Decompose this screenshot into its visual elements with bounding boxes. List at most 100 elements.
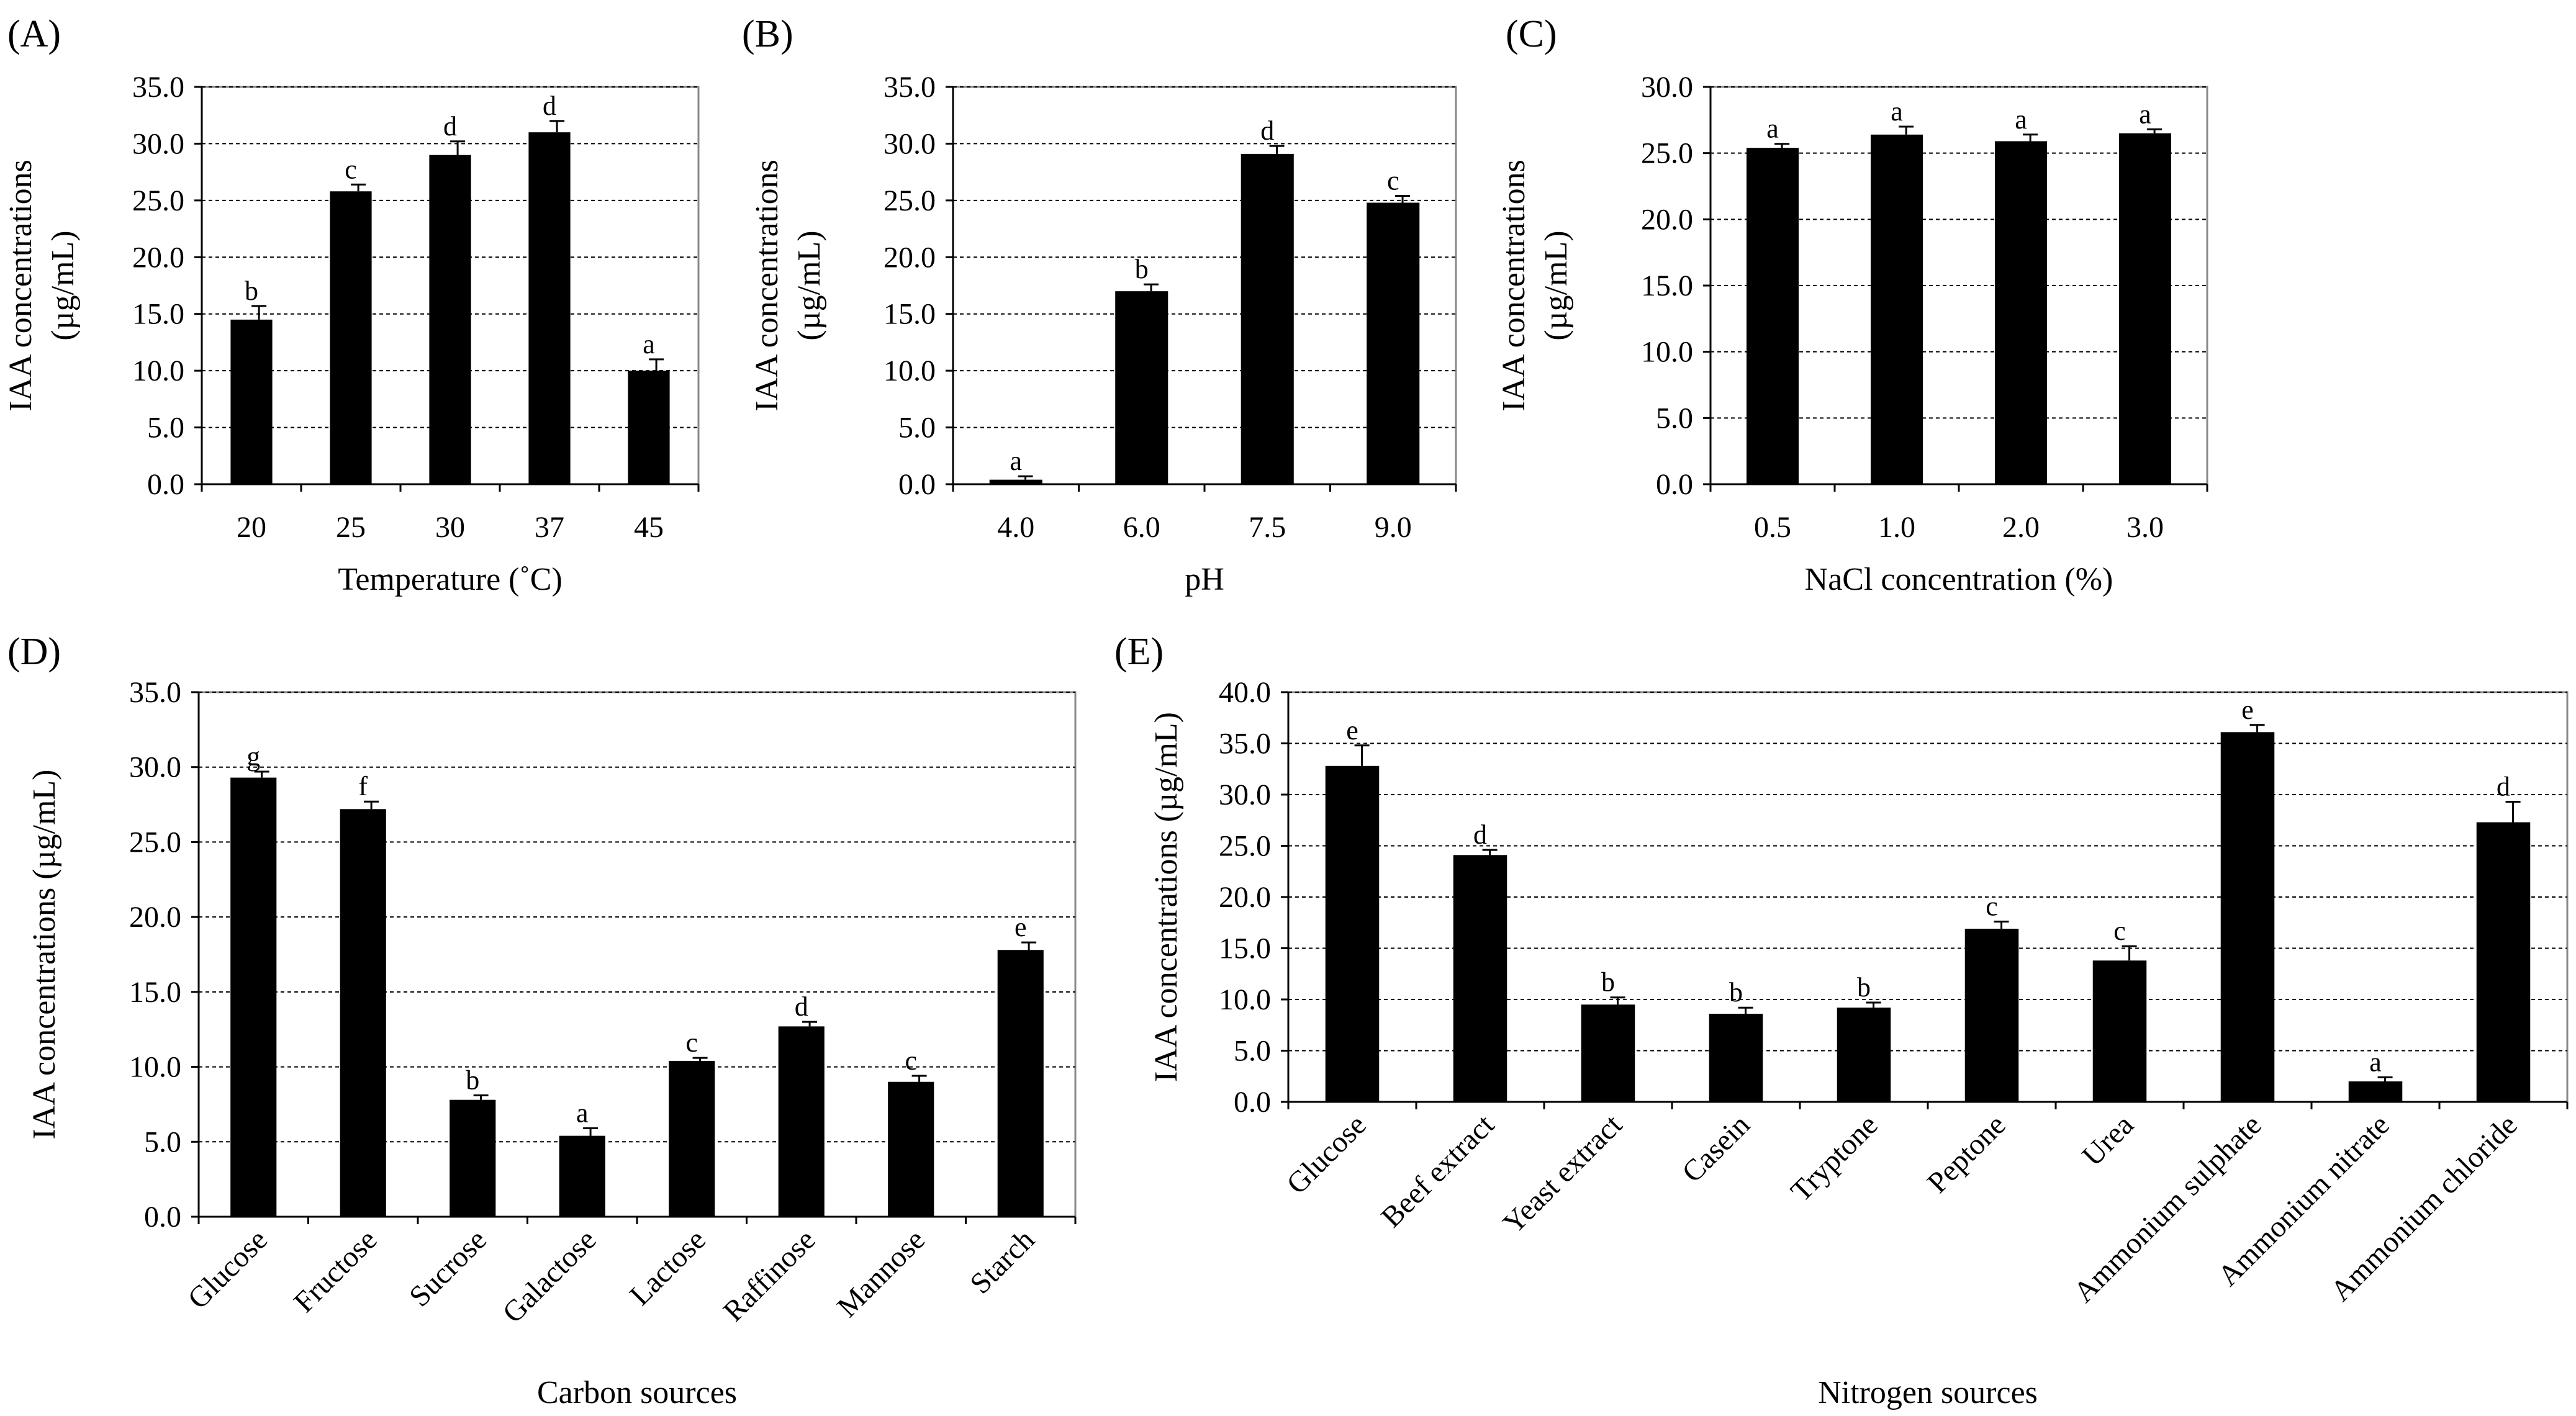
- y-tick-label: 10.0: [1219, 983, 1271, 1016]
- bar: [888, 1081, 934, 1217]
- bar: [1871, 134, 1923, 485]
- x-tick-label: Sucrose: [403, 1223, 493, 1313]
- bar: [528, 132, 571, 485]
- significance-letter: c: [2113, 916, 2126, 946]
- bar: [628, 371, 670, 484]
- x-tick-label: 4.0: [997, 511, 1034, 544]
- x-tick-label: 45: [634, 511, 664, 544]
- bar: [429, 155, 471, 484]
- bar: [1325, 765, 1380, 1102]
- y-axis-title: IAA concentrations (µg/mL): [27, 769, 62, 1139]
- x-tick-label: 20: [237, 511, 266, 544]
- bar: [997, 950, 1044, 1217]
- significance-letter: b: [466, 1065, 479, 1095]
- y-tick-label: 25.0: [129, 826, 181, 859]
- y-axis-title: IAA concentrations: [749, 160, 785, 412]
- y-tick-label: 30.0: [1219, 778, 1271, 811]
- significance-letter: e: [1346, 715, 1358, 746]
- panel-label: (C): [1506, 13, 1557, 55]
- y-axis-title: IAA concentrations: [1496, 160, 1532, 412]
- y-tick-label: 25.0: [132, 184, 184, 217]
- x-tick-label: Fructose: [287, 1223, 383, 1319]
- y-tick-label: 5.0: [898, 412, 936, 444]
- x-tick-label: 3.0: [2126, 511, 2164, 544]
- significance-letter: d: [1473, 819, 1487, 850]
- bar: [1241, 153, 1294, 484]
- y-tick-label: 30.0: [1641, 71, 1693, 104]
- y-tick-label: 30.0: [884, 127, 936, 160]
- bar: [1367, 202, 1420, 484]
- significance-letter: b: [1857, 972, 1871, 1003]
- significance-letter: c: [685, 1027, 698, 1058]
- y-tick-label: 10.0: [1641, 336, 1693, 369]
- significance-letter: c: [1986, 891, 1998, 922]
- x-tick-label: 30: [435, 511, 465, 544]
- significance-letter: d: [1260, 115, 1274, 146]
- significance-letter: d: [2497, 772, 2510, 802]
- significance-letter: d: [795, 991, 808, 1022]
- bar: [330, 191, 372, 484]
- significance-letter: a: [2139, 99, 2151, 129]
- significance-letter: c: [905, 1045, 917, 1076]
- bar: [230, 319, 273, 484]
- bar: [1453, 855, 1507, 1102]
- x-tick-label: 37: [535, 511, 564, 544]
- bar: [989, 479, 1042, 484]
- bar: [2119, 133, 2171, 484]
- bar: [1581, 1004, 1635, 1102]
- significance-letter: a: [2369, 1047, 2382, 1077]
- panel-d: (D) 0.0 5.0 10.0 15.0 20.0 25.0 30.0 35.0 g Glucos…: [7, 631, 1077, 1410]
- significance-letter: g: [246, 741, 260, 772]
- x-tick-label: 6.0: [1123, 511, 1160, 544]
- y-tick-label: 25.0: [884, 184, 936, 217]
- significance-letter: d: [443, 111, 457, 142]
- x-tick-label: 1.0: [1878, 511, 1915, 544]
- panel-e: (E) 0.0 5.0 10.0 15.0 20.0 25.0 30.0 35.0 40.0 e Gl…: [1114, 631, 2569, 1410]
- y-tick-label: 0.0: [147, 468, 184, 501]
- significance-letter: f: [358, 771, 368, 801]
- bar: [340, 809, 386, 1217]
- y-axis-title: IAA concentrations: [3, 160, 38, 412]
- x-axis-title: pH: [1185, 562, 1224, 597]
- y-tick-label: 20.0: [884, 241, 936, 274]
- y-tick-label: 0.0: [1234, 1086, 1271, 1119]
- bar: [1747, 148, 1799, 485]
- bar: [2348, 1081, 2403, 1102]
- x-tick-label: 7.5: [1249, 511, 1286, 544]
- y-tick-label: 0.0: [898, 468, 936, 501]
- panel-a: (A) 0.0 5.0 10.0 15.0 20.0 25.0 30.0 35.0 b 20 c 25 d…: [3, 13, 700, 597]
- x-tick-label: 9.0: [1375, 511, 1412, 544]
- significance-letter: a: [2015, 104, 2027, 135]
- x-tick-label: 0.5: [1754, 511, 1791, 544]
- y-tick-label: 15.0: [884, 298, 936, 331]
- bar: [1995, 141, 2047, 484]
- y-tick-label: 5.0: [1234, 1035, 1271, 1068]
- panel-label: (B): [742, 13, 793, 55]
- y-tick-label: 10.0: [129, 1051, 181, 1084]
- panel-b: (B) 0.0 5.0 10.0 15.0 20.0 25.0 30.0 35.0 a 4.0 b 6.…: [742, 13, 1457, 597]
- bar: [1964, 929, 2019, 1102]
- bar: [230, 777, 277, 1217]
- y-tick-label: 15.0: [129, 976, 181, 1009]
- y-tick-label: 20.0: [1219, 881, 1271, 914]
- bar: [1837, 1008, 1891, 1102]
- y-tick-label: 30.0: [129, 751, 181, 784]
- y-tick-label: 10.0: [132, 354, 184, 387]
- panel-label: (D): [7, 631, 61, 673]
- x-axis-title: Nitrogen sources: [1818, 1375, 2038, 1410]
- x-tick-label: Mannose: [831, 1223, 931, 1324]
- y-tick-label: 35.0: [132, 71, 184, 104]
- y-tick-label: 15.0: [1219, 932, 1271, 965]
- significance-letter: a: [1766, 114, 1779, 144]
- y-tick-label: 35.0: [1219, 728, 1271, 760]
- y-tick-label: 20.0: [129, 901, 181, 934]
- x-tick-label: 25: [336, 511, 366, 544]
- y-axis-title-units: (µg/mL): [45, 230, 81, 340]
- significance-letter: b: [245, 276, 258, 306]
- x-tick-label: Urea: [2076, 1108, 2140, 1172]
- significance-letter: b: [1729, 977, 1743, 1008]
- significance-letter: e: [1015, 912, 1027, 942]
- y-axis-title-units: (µg/mL): [1539, 230, 1574, 340]
- bar: [1115, 291, 1168, 484]
